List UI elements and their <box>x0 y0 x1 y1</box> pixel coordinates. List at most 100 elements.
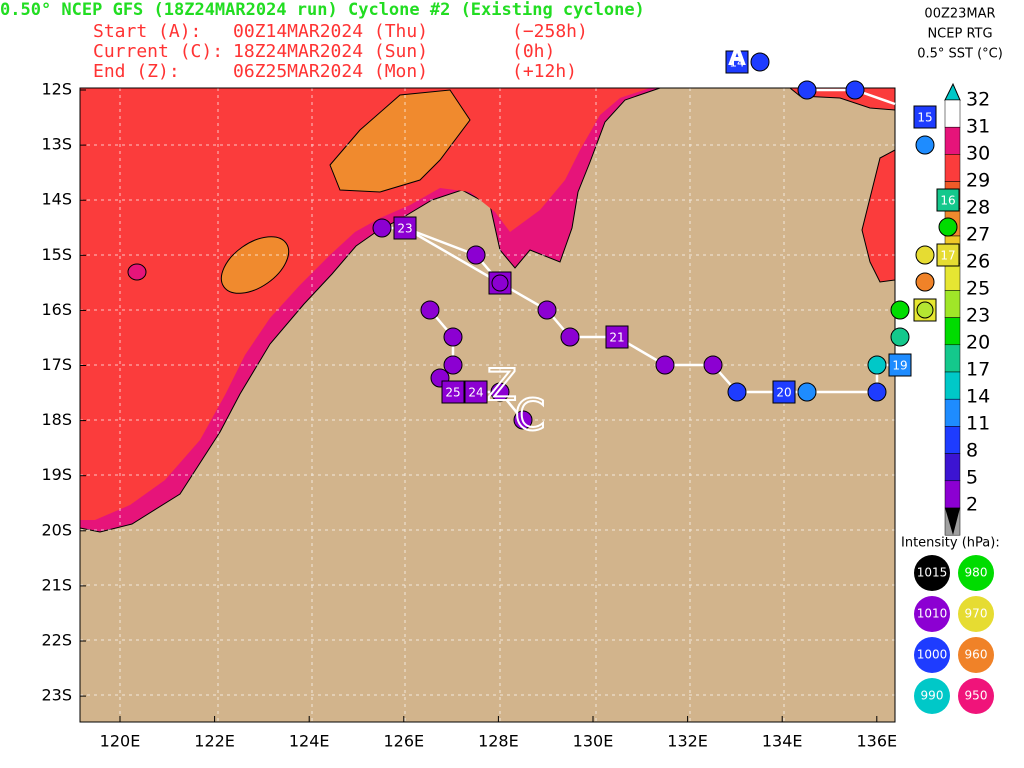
lat-label: 18S <box>41 410 72 429</box>
day-label: 16 <box>940 194 955 208</box>
track-point <box>490 382 510 402</box>
intensity-label: 950 <box>965 689 988 703</box>
lat-label: 14S <box>41 190 72 209</box>
intensity-label: 980 <box>965 566 988 580</box>
track-marker: Z <box>487 360 517 411</box>
sst-title: NCEP RTG <box>927 27 992 42</box>
day-label: 24 <box>468 386 483 400</box>
intensity-swatch <box>914 678 950 714</box>
sst-tick-label: 11 <box>966 413 990 435</box>
track-line <box>404 226 501 285</box>
header-time: 06Z25MAR2024 (Mon) <box>233 61 428 82</box>
day-label: 15 <box>917 111 932 125</box>
lat-label: 20S <box>41 520 72 539</box>
track-square <box>605 325 629 349</box>
track-point <box>845 80 865 100</box>
day-label: 17 <box>940 249 955 263</box>
day-label: 23 <box>397 222 412 236</box>
intensity-label: 960 <box>965 648 988 662</box>
track-point <box>443 355 463 375</box>
lon-label: 124E <box>289 732 330 751</box>
sst-tick-label: 25 <box>966 278 990 300</box>
day-label: 21 <box>609 331 624 345</box>
sst-title: 0.5° SST (°C) <box>917 47 1003 62</box>
sea-hot-patch <box>220 236 290 294</box>
sst-tick-label: 31 <box>966 116 990 138</box>
intensity-swatch <box>958 637 994 673</box>
intensity-label: 990 <box>921 689 944 703</box>
sst-tick-label: 30 <box>966 143 990 165</box>
header-label: Current (C): <box>93 41 223 62</box>
title: 0.50° NCEP GFS (18Z24MAR2024 run) Cyclon… <box>0 0 645 20</box>
track-point <box>915 135 935 155</box>
track-point <box>797 382 817 402</box>
track-point <box>703 355 723 375</box>
track-point <box>938 217 958 237</box>
sst-segment <box>944 480 961 509</box>
sst-tick-label: 17 <box>966 359 990 381</box>
track-point <box>513 410 533 430</box>
sst-tick-label: 14 <box>966 386 990 408</box>
day-label: 20 <box>776 386 791 400</box>
lat-label: 13S <box>41 135 72 154</box>
sst-segment <box>944 154 961 182</box>
intensity-swatch <box>958 678 994 714</box>
track-marker: A <box>729 45 744 70</box>
track-square <box>936 243 960 267</box>
intensity-label: 1015 <box>917 566 948 580</box>
sst-segment <box>944 262 961 291</box>
intensity-label: 1000 <box>917 648 948 662</box>
sst-tick-label: 26 <box>966 251 990 273</box>
sst-tick-label: 8 <box>966 440 978 462</box>
sst-segment <box>944 398 961 427</box>
sst-tick-label: 28 <box>966 197 990 219</box>
sst-arrow-top <box>944 82 961 101</box>
track-point <box>750 52 770 72</box>
intensity-title: Intensity (hPa): <box>901 536 1000 551</box>
track-point <box>915 272 935 292</box>
sst-tick-label: 27 <box>966 224 990 246</box>
sst-segment <box>944 126 961 155</box>
lon-label: 122E <box>194 732 235 751</box>
header-offset: (−258h) <box>512 21 588 42</box>
lon-label: 126E <box>383 732 424 751</box>
lon-label: 136E <box>856 732 897 751</box>
intensity-label: 1010 <box>917 607 948 621</box>
intensity-swatch <box>914 596 950 632</box>
track-point <box>890 327 910 347</box>
sea-east <box>861 149 895 283</box>
intensity-swatch <box>914 637 950 673</box>
track-point <box>655 355 675 375</box>
lon-label: 132E <box>667 732 708 751</box>
track-point <box>916 301 934 319</box>
track-point <box>372 218 392 238</box>
header-offset: (+12h) <box>512 61 577 82</box>
track-square <box>936 188 960 212</box>
lat-label: 17S <box>41 355 72 374</box>
lat-label: 12S <box>41 80 72 99</box>
sst-segment <box>944 426 961 454</box>
map-frame <box>79 87 896 723</box>
sst-segment <box>944 344 961 373</box>
track-point <box>491 274 509 292</box>
track-point <box>466 245 486 265</box>
track-point <box>727 382 747 402</box>
day-label: 14 <box>729 56 744 70</box>
lat-label: 22S <box>41 631 72 650</box>
track-square <box>772 380 796 404</box>
header-label: Start (A): <box>93 21 201 42</box>
intensity-swatch <box>958 555 994 591</box>
track-point <box>797 80 817 100</box>
sst-tick-label: 32 <box>966 89 990 111</box>
sea-patch <box>127 263 147 281</box>
map-area <box>80 88 895 722</box>
header-offset: (0h) <box>512 41 555 62</box>
sst-tick-label: 2 <box>966 494 978 516</box>
lon-label: 134E <box>762 732 803 751</box>
sea-warm <box>80 88 650 520</box>
grid <box>80 88 895 722</box>
sst-segment <box>944 371 961 400</box>
sst-tick-label: 29 <box>966 170 990 192</box>
sst-segment <box>944 99 961 128</box>
